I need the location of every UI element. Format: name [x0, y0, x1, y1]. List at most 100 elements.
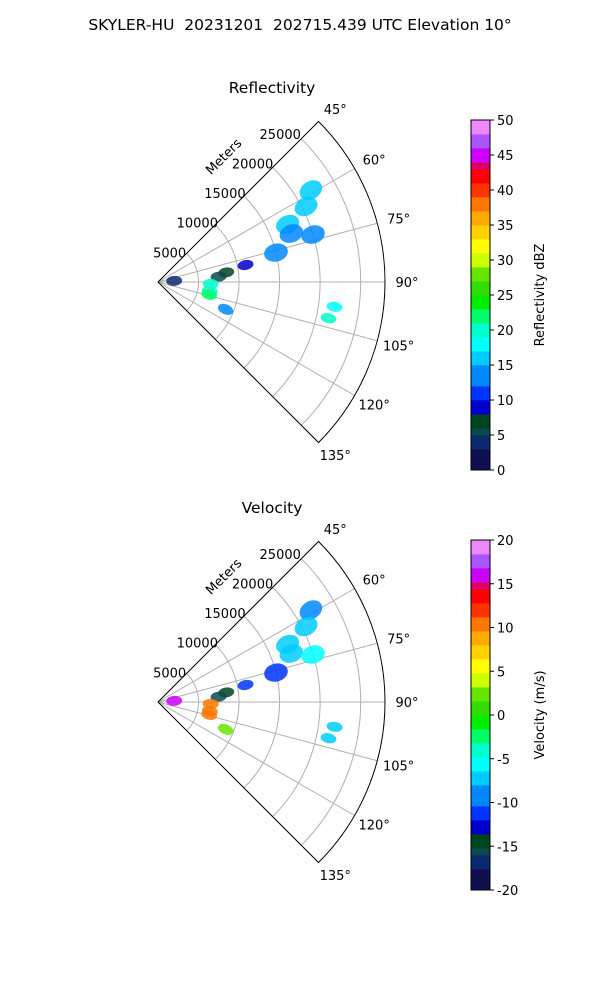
azimuth-tick-label: 45° — [324, 523, 347, 538]
colorbar-tick-label: 0 — [497, 709, 505, 724]
azimuth-tick-label: 120° — [359, 819, 390, 834]
echo-mark — [237, 679, 254, 691]
echo-mark — [299, 180, 323, 201]
colorbar-segment — [471, 449, 490, 457]
colorbar-segment — [471, 589, 490, 597]
colorbar-segment — [471, 379, 490, 387]
colorbar-segment — [471, 659, 490, 667]
echo-mark — [218, 723, 234, 735]
azimuth-tick-label: 45° — [324, 103, 347, 118]
azimuth-gridline — [157, 701, 378, 762]
colorbar-tick-label: 40 — [497, 184, 514, 199]
colorbar-tick-label: -10 — [497, 797, 518, 812]
echo-mark — [326, 721, 343, 732]
colorbar-segment — [471, 610, 490, 618]
azimuth-tick-label: 60° — [363, 154, 386, 169]
echo-mark — [320, 313, 337, 324]
colorbar-tick-label: 25 — [497, 289, 514, 304]
colorbar-tick-label: 50 — [497, 114, 514, 129]
colorbar-segment — [471, 687, 490, 695]
echo-mark — [294, 196, 318, 217]
colorbar-segment — [471, 757, 490, 765]
colorbar-segment — [471, 603, 490, 611]
echo-mark — [301, 645, 325, 664]
colorbar-tick-label: 10 — [497, 394, 514, 409]
colorbar-segment — [471, 638, 490, 646]
azimuth-gridline — [157, 281, 355, 396]
colorbar-tick-label: 45 — [497, 149, 514, 164]
colorbar-segment — [471, 673, 490, 681]
colorbar-segment — [471, 883, 490, 891]
colorbar-segment — [471, 127, 490, 135]
panel-reflectivity: Reflectivity 5000 10000 15000 20000 25000 45° 6… — [153, 79, 548, 479]
colorbar-segment — [471, 582, 490, 590]
colorbar-segment — [471, 771, 490, 779]
colorbar-segment — [471, 848, 490, 856]
colorbar-segment — [471, 316, 490, 324]
echo-mark — [294, 616, 318, 637]
colorbar-segment — [471, 246, 490, 254]
colorbar-segment — [471, 288, 490, 296]
colorbar-tick-label: 20 — [497, 324, 514, 339]
colorbar-segment — [471, 456, 490, 464]
azimuth-tick-label: 135° — [320, 449, 351, 464]
colorbar-segment — [471, 799, 490, 807]
colorbar-segment — [471, 330, 490, 338]
colorbar-tick-label: 35 — [497, 219, 514, 234]
colorbar-segment — [471, 694, 490, 702]
echo-mark — [299, 600, 323, 621]
colorbar-segment — [471, 141, 490, 149]
colorbar-segment — [471, 183, 490, 191]
colorbar-segment — [471, 708, 490, 716]
colorbar-segment — [471, 701, 490, 709]
colorbar-segment — [471, 722, 490, 730]
panel-velocity: Velocity 5000 10000 15000 20000 25000 45° 60° 75… — [153, 499, 548, 899]
colorbar-segment — [471, 365, 490, 373]
echo-mark — [320, 733, 337, 744]
colorbar-segment — [471, 435, 490, 443]
colorbar-segment — [471, 211, 490, 219]
colorbar-segment — [471, 414, 490, 422]
colorbar-segment — [471, 736, 490, 744]
colorbar-segment — [471, 617, 490, 625]
colorbar-segment — [471, 869, 490, 877]
colorbar-tick-label: 15 — [497, 359, 514, 374]
colorbar-segment — [471, 729, 490, 737]
colorbar-segment — [471, 827, 490, 835]
azimuth-tick-label: 135° — [320, 869, 351, 884]
echo-mark — [326, 301, 343, 312]
colorbar-segment — [471, 274, 490, 282]
colorbar-segment — [471, 281, 490, 289]
colorbar-segment — [471, 652, 490, 660]
echo-mark — [279, 644, 304, 663]
colorbar-segment — [471, 372, 490, 380]
colorbar-segment — [471, 764, 490, 772]
colorbar-segment — [471, 596, 490, 604]
colorbar-segment — [471, 239, 490, 247]
echo-mark — [166, 695, 183, 706]
colorbar-segment — [471, 120, 490, 128]
colorbar-segment — [471, 428, 490, 436]
colorbar-segment — [471, 323, 490, 331]
colorbar-segment — [471, 421, 490, 429]
range-tick-label: 15000 — [204, 607, 245, 622]
range-tick-label: 5000 — [153, 246, 186, 261]
range-tick-label: 20000 — [232, 157, 273, 172]
colorbar-segment — [471, 337, 490, 345]
range-tick-label: 15000 — [204, 187, 245, 202]
colorbar-segment — [471, 253, 490, 261]
colorbar-segment — [471, 862, 490, 870]
colorbar-segment — [471, 302, 490, 310]
colorbar-segment — [471, 197, 490, 205]
echo-mark — [279, 224, 304, 243]
echo-mark — [264, 663, 288, 682]
azimuth-tick-label: 75° — [387, 633, 410, 648]
azimuth-gridline — [157, 701, 355, 816]
colorbar-segment — [471, 575, 490, 583]
colorbar-segment — [471, 351, 490, 359]
colorbar-segment — [471, 442, 490, 450]
echo-mark — [166, 275, 183, 286]
colorbar-segment — [471, 134, 490, 142]
echo-mark — [210, 271, 227, 282]
sector-outline — [157, 120, 386, 444]
